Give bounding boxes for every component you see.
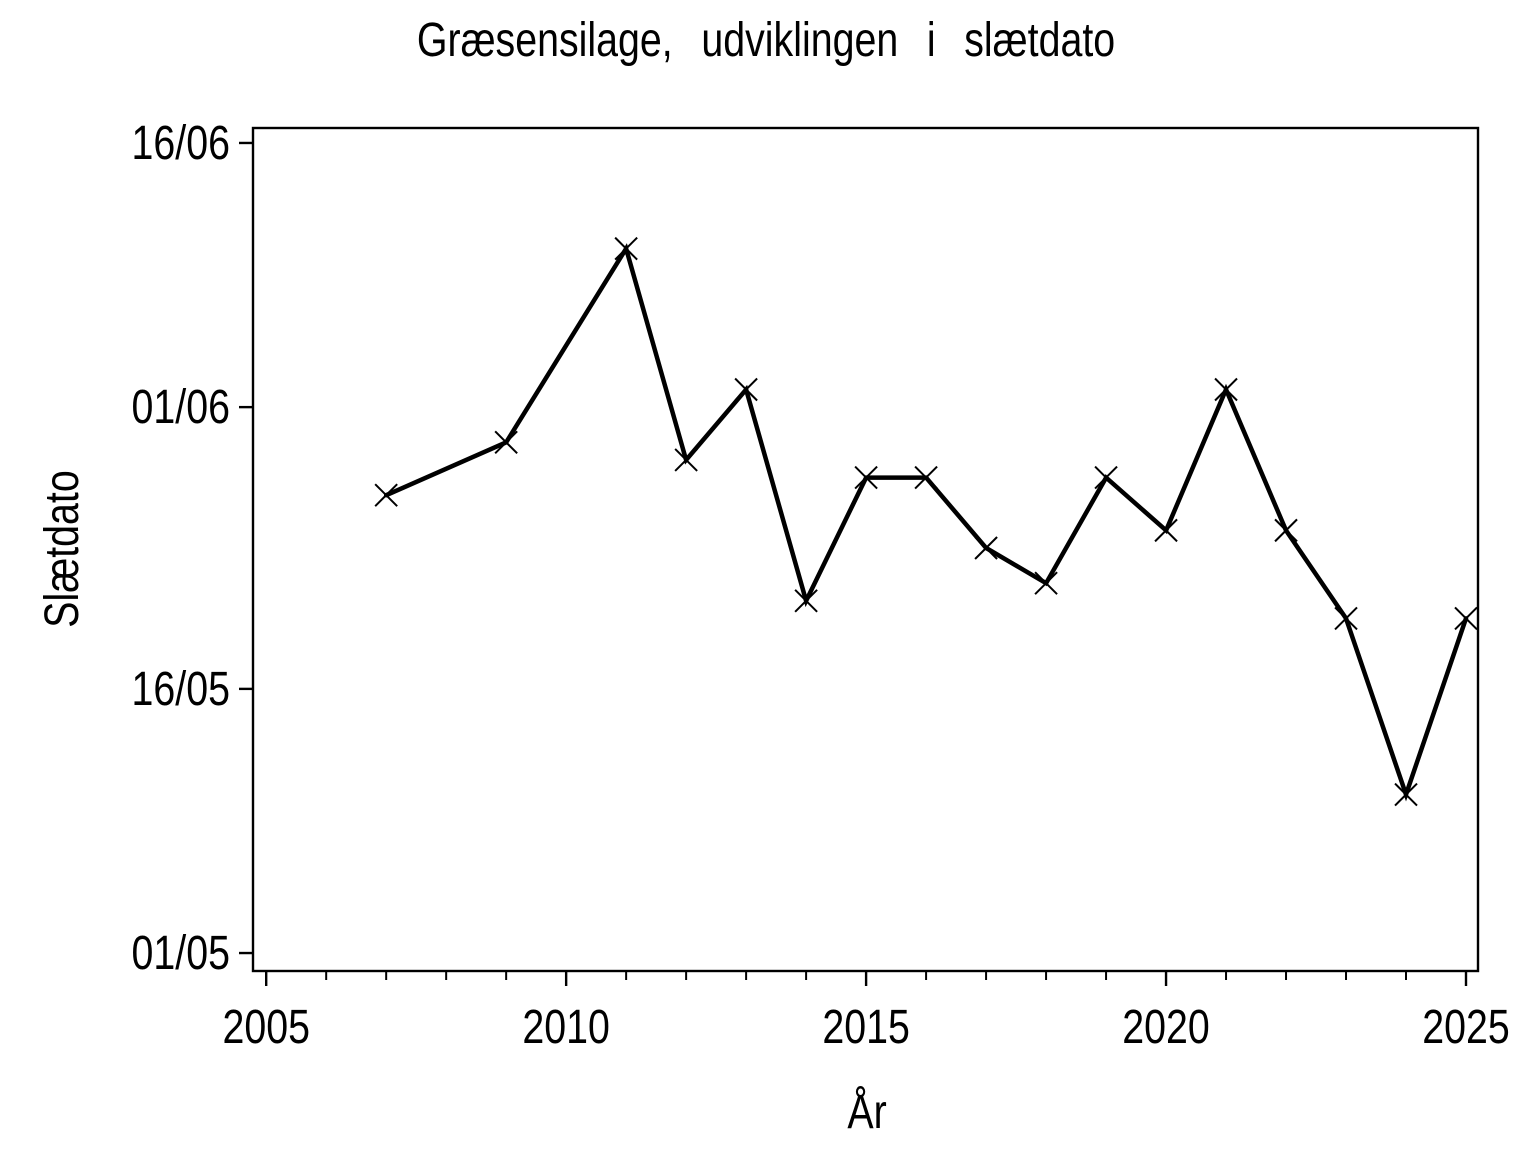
plot-frame-rect — [251, 126, 1480, 973]
x-marker — [734, 377, 758, 402]
x-tick-label: 2020 — [1122, 1000, 1210, 1054]
x-marker-stroke — [854, 465, 878, 490]
x-marker — [794, 589, 818, 613]
x-marker — [614, 236, 638, 261]
x-marker-stroke — [1214, 377, 1238, 402]
x-marker — [1274, 518, 1298, 543]
x-marker-stroke — [974, 536, 998, 560]
x-marker — [374, 483, 398, 507]
x-marker — [1154, 518, 1178, 543]
x-marker-stroke — [734, 377, 758, 402]
y-tick-label: 16/06 — [132, 116, 230, 170]
x-tick-label: 2010 — [522, 1000, 610, 1054]
x-marker — [1454, 606, 1478, 631]
x-marker — [1334, 606, 1358, 631]
data-series — [374, 236, 1478, 807]
axis-ticks — [239, 141, 1468, 986]
x-marker — [494, 430, 518, 455]
x-marker — [914, 465, 938, 490]
x-marker-stroke — [374, 483, 398, 507]
plot-frame — [251, 126, 1480, 973]
x-axis-title: År — [847, 1085, 886, 1139]
x-tick-label: 2005 — [222, 1000, 310, 1054]
x-marker-stroke — [1274, 518, 1298, 543]
x-marker-stroke — [1334, 606, 1358, 631]
x-marker — [674, 448, 698, 472]
x-marker — [1034, 571, 1058, 595]
x-marker-stroke — [1094, 465, 1118, 490]
x-marker-stroke — [1454, 606, 1478, 631]
y-tick-label: 01/05 — [132, 926, 230, 980]
x-marker-stroke — [614, 236, 638, 261]
y-tick-label: 01/06 — [132, 380, 230, 434]
x-marker-stroke — [914, 465, 938, 490]
x-marker — [1214, 377, 1238, 402]
x-marker-stroke — [494, 430, 518, 455]
y-tick-label: 16/05 — [132, 662, 230, 716]
x-tick-label: 2015 — [822, 1000, 910, 1054]
chart-title: Græsensilage, udviklingen i slætdato — [417, 13, 1115, 67]
x-marker — [854, 465, 878, 490]
x-marker-stroke — [794, 589, 818, 613]
x-marker-stroke — [674, 448, 698, 472]
y-axis-title: Slætdato — [35, 470, 89, 627]
x-marker-stroke — [1154, 518, 1178, 543]
x-marker — [1394, 782, 1418, 807]
x-marker — [1094, 465, 1118, 490]
x-marker-stroke — [1034, 571, 1058, 595]
axis-tick-labels: 01/05 16/05 01/06 16/06 2005 2010 2015 2020 2025 — [132, 116, 1510, 1054]
x-tick-label: 2025 — [1422, 1000, 1510, 1054]
x-marker — [974, 536, 998, 560]
series-line — [383, 243, 1469, 802]
x-marker-stroke — [1394, 782, 1418, 807]
